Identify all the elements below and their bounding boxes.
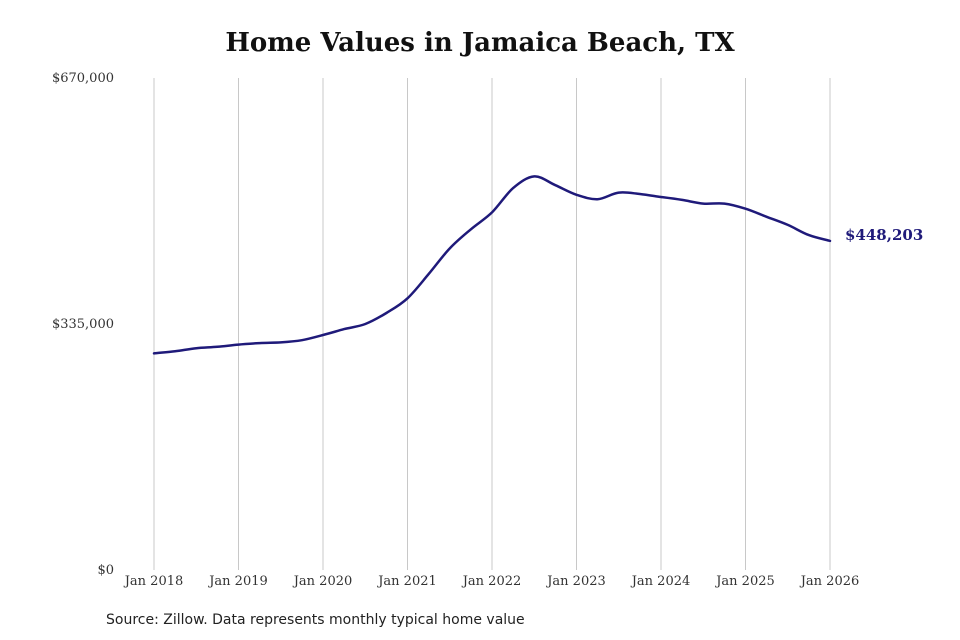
x-tick-label-4: Jan 2022 <box>461 574 522 589</box>
x-tick-label-3: Jan 2021 <box>376 574 437 589</box>
y-axis-ticks: $0 $335,000 $670,000 <box>52 71 114 578</box>
x-tick-label-1: Jan 2019 <box>207 574 268 589</box>
series-line-0 <box>152 175 832 355</box>
x-tick-label-7: Jan 2025 <box>714 574 775 589</box>
gridlines <box>153 78 831 570</box>
y-tick-label-2: $670,000 <box>52 71 114 86</box>
chart-title: Home Values in Jamaica Beach, TX <box>225 28 735 58</box>
x-tick-label-0: Jan 2018 <box>123 574 184 589</box>
x-tick-label-5: Jan 2023 <box>545 574 606 589</box>
x-tick-label-8: Jan 2026 <box>799 574 860 589</box>
x-tick-label-6: Jan 2024 <box>630 574 691 589</box>
end-value-label: $448,203 <box>845 226 923 244</box>
y-tick-label-0: $0 <box>97 563 114 578</box>
x-axis-ticks: Jan 2018 Jan 2019 Jan 2020 Jan 2021 Jan 2022… <box>123 574 860 589</box>
y-tick-label-1: $335,000 <box>52 317 114 332</box>
x-tick-label-2: Jan 2020 <box>292 574 353 589</box>
source-note: Source: Zillow. Data represents monthly … <box>106 612 525 628</box>
series-group: $448,203 <box>152 175 923 355</box>
